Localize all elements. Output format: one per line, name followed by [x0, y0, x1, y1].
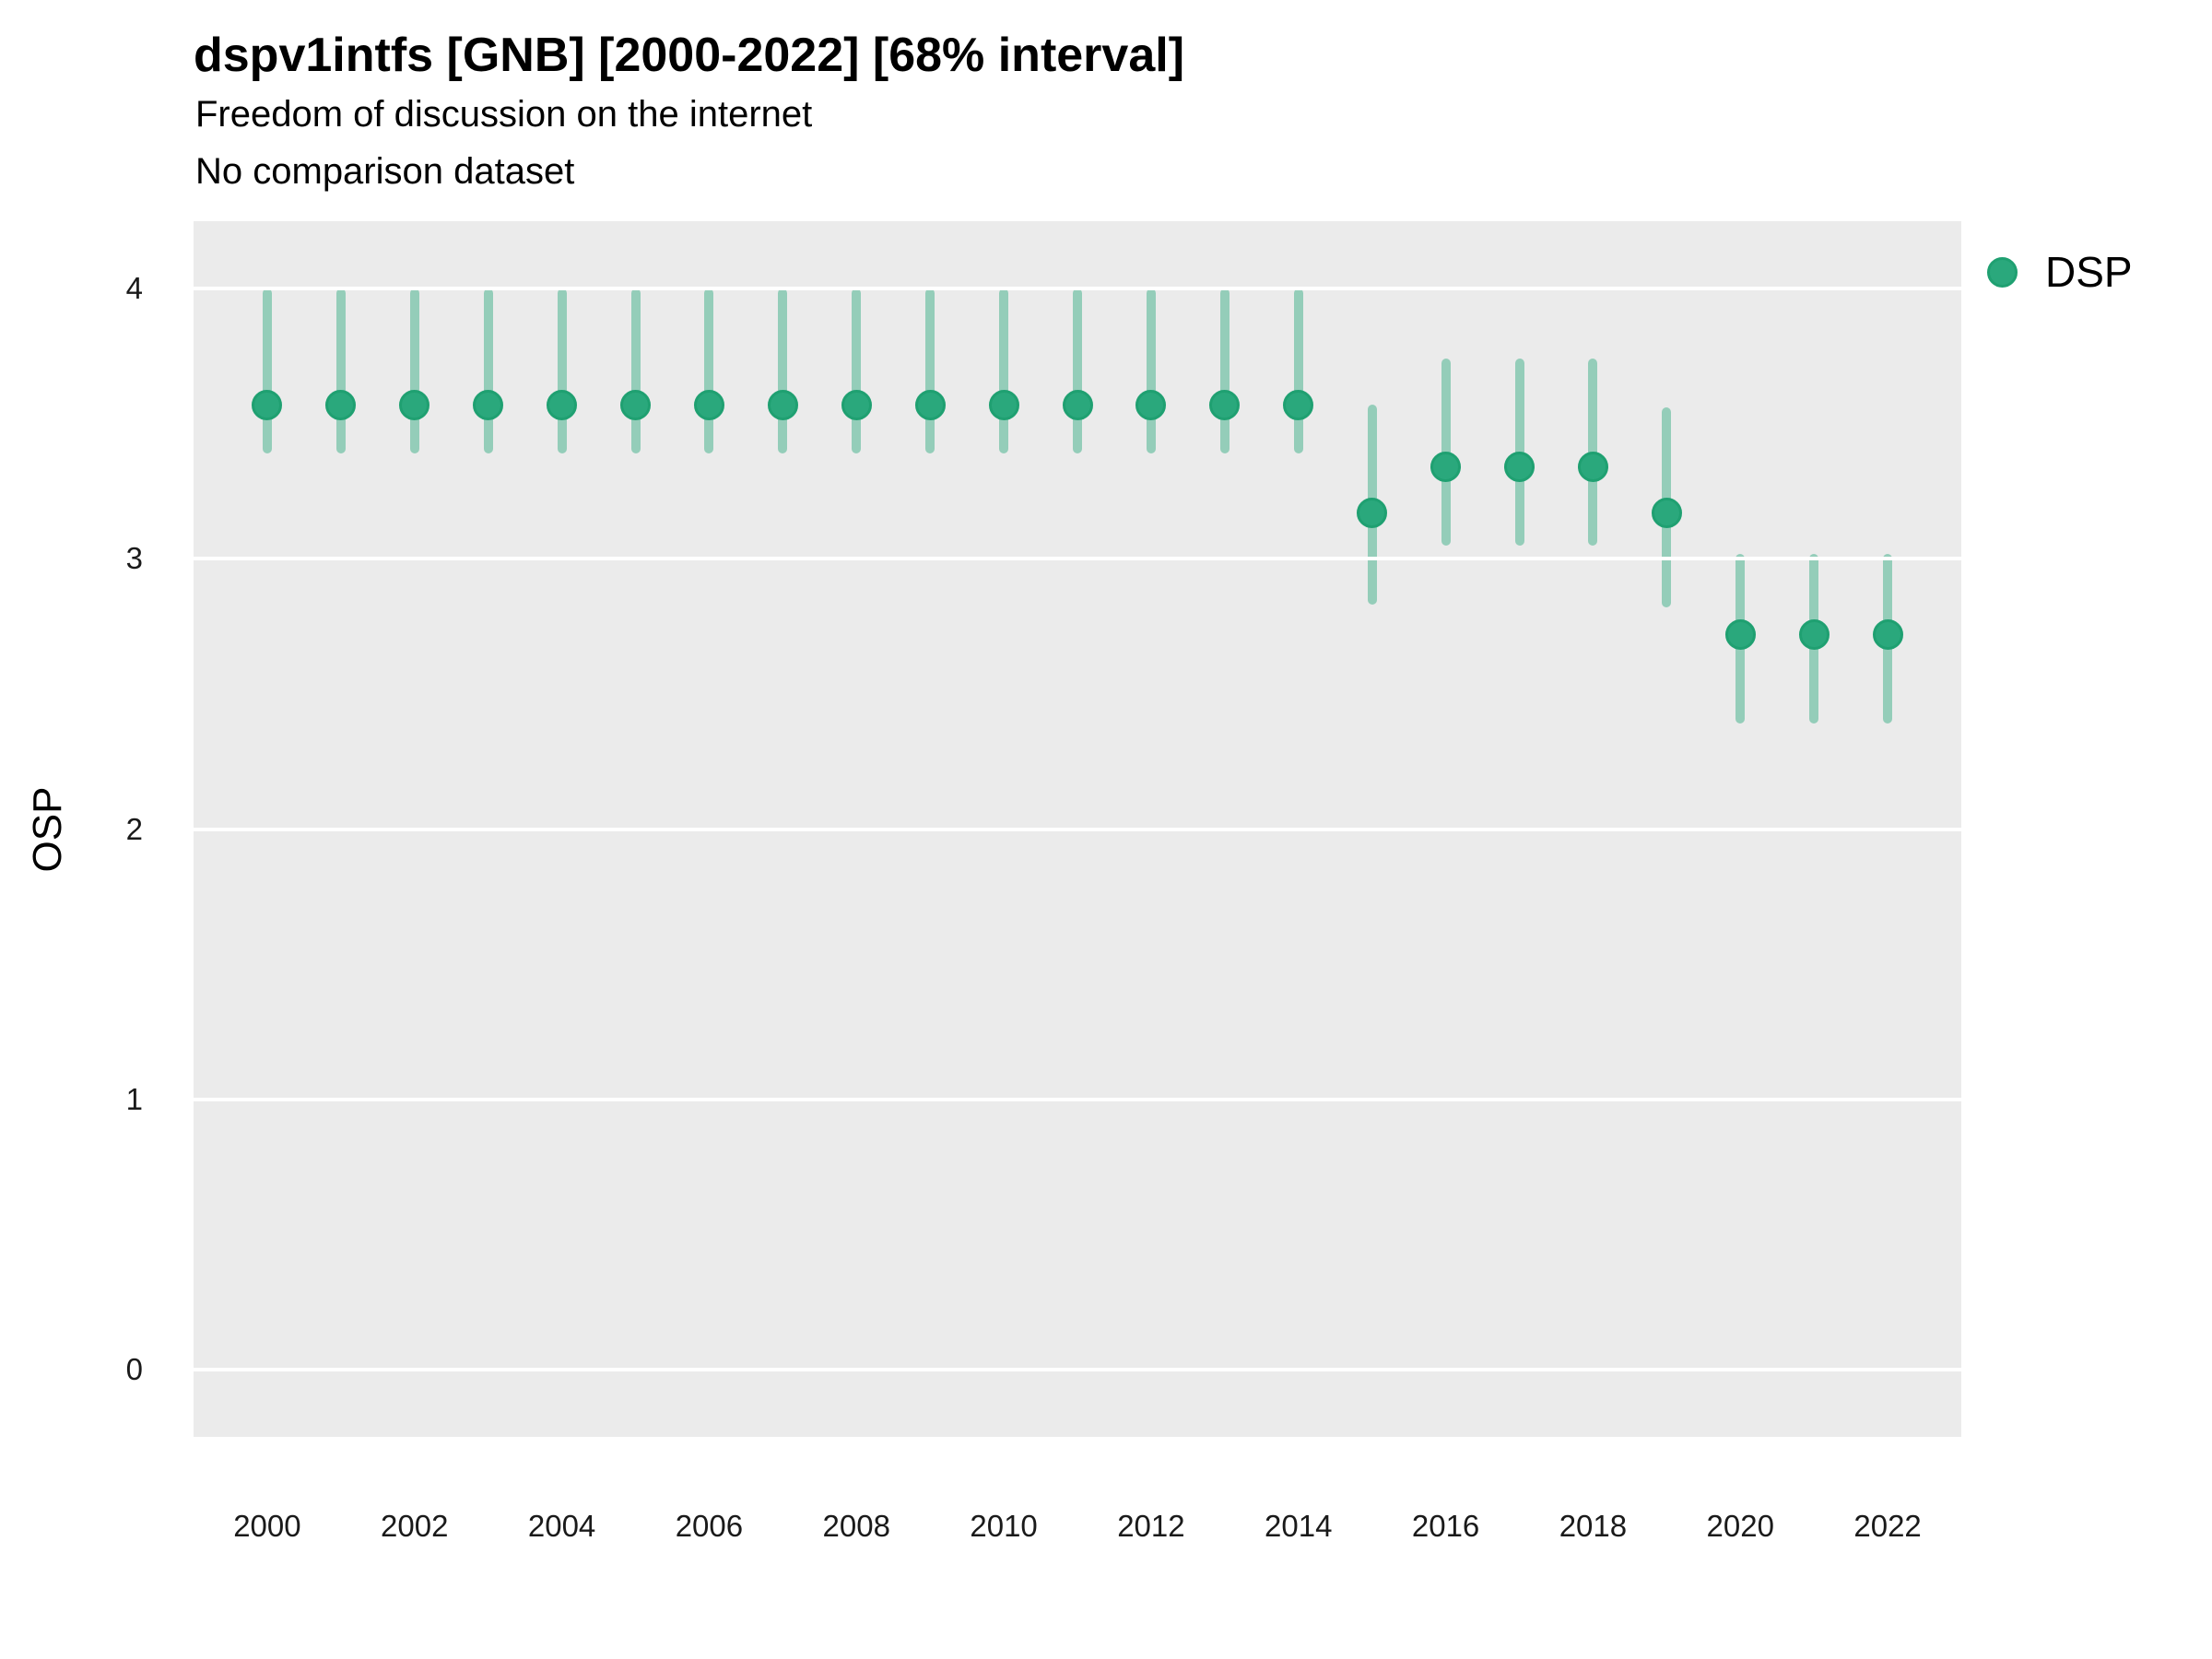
y-tick-label-1: 1: [125, 1081, 143, 1116]
range-bar-2002: [409, 288, 419, 454]
x-tick-label-2008: 2008: [822, 1509, 890, 1543]
gridline-y-3: [194, 557, 1961, 561]
y-tick-label-0: 0: [125, 1351, 143, 1386]
legend-label: DSP: [2045, 248, 2133, 296]
data-point-2010: [988, 389, 1019, 420]
data-point-2016: [1430, 452, 1462, 483]
gridline-y-1: [194, 1097, 1961, 1101]
chart-title: dspv1intfs [GNB] [2000-2022] [68% interv…: [194, 29, 1185, 82]
data-point-2022: [1872, 618, 1903, 650]
gridline-y-4: [194, 287, 1961, 291]
x-tick-label-2004: 2004: [527, 1509, 596, 1543]
range-bar-2006: [704, 288, 714, 454]
range-bar-2013: [1219, 288, 1230, 454]
data-point-2014: [1283, 389, 1314, 420]
x-tick-label-2002: 2002: [381, 1509, 449, 1543]
data-point-2006: [693, 389, 724, 420]
range-bar-2005: [630, 288, 641, 454]
range-bar-2000: [262, 288, 272, 454]
legend: DSP: [1987, 247, 2133, 297]
range-bar-2003: [483, 288, 493, 454]
x-tick-label-2018: 2018: [1559, 1509, 1628, 1543]
x-tick-label-2000: 2000: [233, 1509, 301, 1543]
range-bar-2009: [925, 288, 935, 454]
range-bar-2014: [1293, 288, 1303, 454]
data-point-2020: [1724, 618, 1756, 650]
data-point-2011: [1062, 389, 1093, 420]
data-point-2000: [252, 389, 283, 420]
range-bar-2012: [1146, 288, 1156, 454]
data-point-2002: [399, 389, 430, 420]
x-tick-label-2006: 2006: [675, 1509, 744, 1543]
data-point-2013: [1209, 389, 1241, 420]
data-point-2004: [547, 389, 578, 420]
data-point-2018: [1577, 452, 1608, 483]
data-point-2009: [914, 389, 946, 420]
x-tick-label-2022: 2022: [1853, 1509, 1922, 1543]
chart-subtitle: Freedom of discussion on the internet: [195, 94, 813, 135]
data-point-2012: [1135, 389, 1167, 420]
data-point-2003: [473, 389, 504, 420]
gridline-y-0: [194, 1367, 1961, 1371]
legend-key-dot-icon: [1987, 256, 2018, 288]
range-bar-2008: [852, 288, 862, 454]
data-point-2017: [1504, 452, 1535, 483]
data-point-2007: [767, 389, 798, 420]
x-tick-label-2014: 2014: [1265, 1509, 1333, 1543]
range-bar-2004: [557, 288, 567, 454]
x-tick-label-2016: 2016: [1411, 1509, 1480, 1543]
x-tick-label-2012: 2012: [1117, 1509, 1185, 1543]
range-bar-2007: [778, 288, 788, 454]
data-point-2001: [325, 389, 357, 420]
data-point-2019: [1651, 498, 1682, 529]
data-point-2015: [1357, 498, 1388, 529]
data-point-2005: [620, 389, 651, 420]
y-tick-label-4: 4: [125, 271, 143, 306]
range-bar-2001: [335, 288, 346, 454]
gridline-y-2: [194, 827, 1961, 831]
x-tick-label-2020: 2020: [1706, 1509, 1774, 1543]
x-tick-label-2010: 2010: [970, 1509, 1038, 1543]
range-bar-2011: [1073, 288, 1082, 454]
data-point-2008: [841, 389, 872, 420]
data-point-2021: [1798, 618, 1830, 650]
range-bar-2010: [999, 288, 1009, 454]
chart-subtitle-note: No comparison dataset: [195, 151, 575, 192]
y-tick-label-2: 2: [125, 811, 143, 846]
y-tick-label-3: 3: [125, 541, 143, 576]
